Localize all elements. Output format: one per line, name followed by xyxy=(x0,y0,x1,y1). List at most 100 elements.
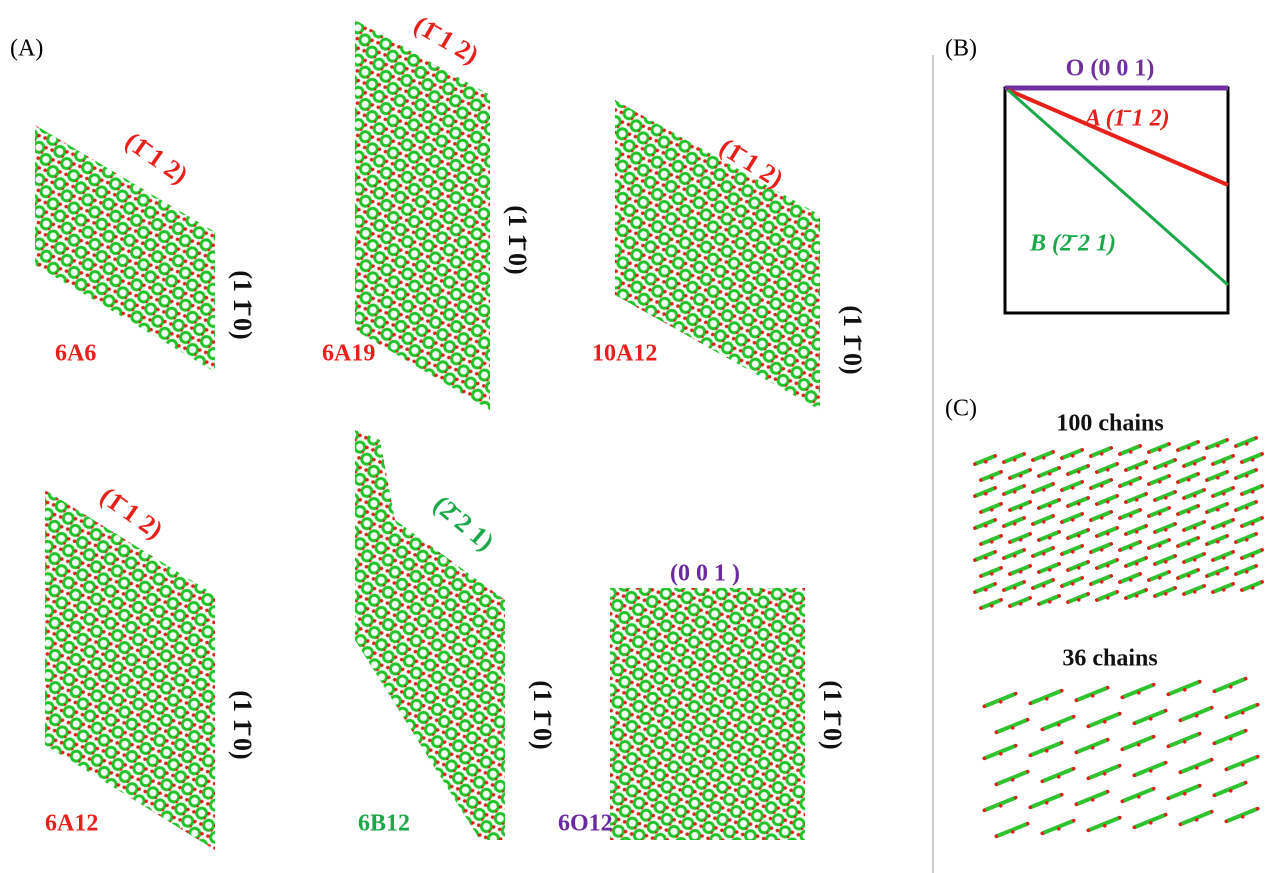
chain xyxy=(994,717,1031,736)
face-label: O (0 0 1) xyxy=(1066,56,1155,82)
chain xyxy=(1233,564,1259,579)
slab xyxy=(610,588,805,840)
chain xyxy=(1088,574,1114,589)
chain xyxy=(1175,504,1201,519)
chain-body xyxy=(1134,711,1166,724)
chain xyxy=(1210,550,1236,565)
slab xyxy=(355,430,505,840)
chain xyxy=(1007,564,1033,579)
chain xyxy=(1152,458,1178,473)
chain xyxy=(994,821,1031,840)
chain xyxy=(972,550,998,565)
chain-body xyxy=(1214,783,1246,796)
chain xyxy=(1132,708,1169,727)
chain xyxy=(1166,679,1203,698)
chain-body xyxy=(996,720,1028,733)
chain xyxy=(1233,468,1259,483)
chain xyxy=(1224,702,1261,721)
chain xyxy=(1146,538,1172,553)
chain xyxy=(1040,766,1077,785)
chain-lattice xyxy=(972,436,1265,841)
chain xyxy=(1233,500,1259,515)
chain xyxy=(1212,728,1249,747)
chain xyxy=(1175,536,1201,551)
chain-body xyxy=(1226,757,1258,770)
chain xyxy=(972,518,998,533)
chain-body xyxy=(1088,714,1120,727)
chain xyxy=(1094,494,1120,509)
chain xyxy=(1086,711,1123,730)
chain xyxy=(1117,508,1143,523)
chain xyxy=(1040,714,1077,733)
chain-body xyxy=(996,772,1028,785)
chain xyxy=(1094,558,1120,573)
chain xyxy=(1036,562,1062,577)
chain-body xyxy=(1168,682,1200,695)
chain-body xyxy=(996,824,1028,837)
chain xyxy=(1059,576,1085,591)
chain xyxy=(1028,688,1065,707)
chain xyxy=(1152,554,1178,569)
chain xyxy=(1152,522,1178,537)
chain xyxy=(1001,484,1027,499)
chain xyxy=(1120,786,1157,805)
chain xyxy=(1036,498,1062,513)
chain-body xyxy=(1226,809,1258,822)
chain xyxy=(1007,532,1033,547)
chain xyxy=(1007,596,1033,611)
chain xyxy=(1212,780,1249,799)
side-face: (1 1̄ 0) xyxy=(818,680,847,749)
chain xyxy=(1120,734,1157,753)
chain xyxy=(1074,789,1111,808)
chain xyxy=(1175,440,1201,455)
model-name: 10A12 xyxy=(592,341,657,367)
caption: 36 chains xyxy=(1062,646,1157,672)
chain xyxy=(1007,500,1033,515)
chain xyxy=(1040,818,1077,837)
chain xyxy=(1178,705,1215,724)
chain xyxy=(982,795,1019,814)
chain xyxy=(978,502,1004,517)
chain-body xyxy=(1042,821,1074,834)
chain xyxy=(1094,462,1120,477)
chain xyxy=(1178,757,1215,776)
chain xyxy=(1123,556,1149,571)
chain xyxy=(1233,436,1259,451)
chain xyxy=(1210,518,1236,533)
face-line xyxy=(1008,90,1228,185)
chain-body xyxy=(1168,734,1200,747)
chain xyxy=(1117,476,1143,491)
chain xyxy=(1181,488,1207,503)
chain xyxy=(1065,592,1091,607)
chain xyxy=(1117,572,1143,587)
chain xyxy=(1210,454,1236,469)
chain xyxy=(1132,812,1169,831)
chain xyxy=(1030,450,1056,465)
chain-body xyxy=(1214,731,1246,744)
chain xyxy=(1152,586,1178,601)
chain-body xyxy=(1122,685,1154,698)
chain xyxy=(1086,815,1123,834)
chain xyxy=(978,470,1004,485)
chain xyxy=(1224,754,1261,773)
chain xyxy=(1088,510,1114,525)
chain xyxy=(1036,466,1062,481)
chain-body xyxy=(984,746,1016,759)
chain-body xyxy=(1030,795,1062,808)
chain-body xyxy=(1226,705,1258,718)
chain xyxy=(1117,540,1143,555)
side-face: (1 1̄ 0) xyxy=(838,305,867,374)
chain xyxy=(978,534,1004,549)
chain xyxy=(1146,506,1172,521)
chain xyxy=(1123,492,1149,507)
side-face: (1 1̄ 0) xyxy=(228,690,257,759)
top-face: (2̄ 2 1) xyxy=(428,490,500,557)
chain xyxy=(1146,570,1172,585)
chain xyxy=(1181,552,1207,567)
chain xyxy=(1030,578,1056,593)
chain xyxy=(1001,548,1027,563)
chain xyxy=(1123,524,1149,539)
chain-body xyxy=(1088,766,1120,779)
chain-body xyxy=(1088,818,1120,831)
chain xyxy=(1065,528,1091,543)
